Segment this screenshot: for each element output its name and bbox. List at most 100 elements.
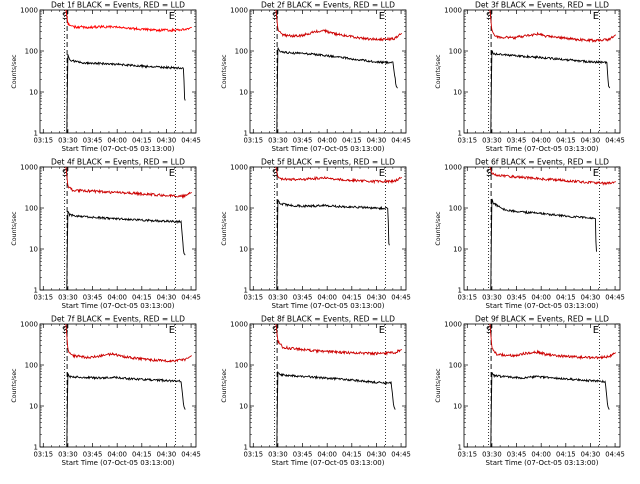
- y-axis-label: Counts/sec: [435, 54, 442, 89]
- y-tick-label: 10: [453, 89, 462, 97]
- x-tick-label: 04:15: [342, 294, 362, 302]
- lld-series-line: [275, 9, 403, 42]
- marker-label-s: S: [272, 11, 278, 22]
- events-series-line: [276, 47, 398, 134]
- x-tick-label: 03:30: [58, 137, 78, 145]
- lld-series-line: [489, 166, 616, 186]
- events-series-line: [490, 198, 597, 291]
- events-series-line: [276, 370, 396, 448]
- y-tick-label: 1000: [230, 164, 248, 172]
- x-tick-label: 04:30: [581, 451, 601, 459]
- x-tick-label: 04:15: [132, 451, 152, 459]
- x-tick-label: 03:30: [482, 451, 502, 459]
- y-tick-label: 10: [29, 403, 38, 411]
- lld-series-line: [65, 166, 192, 199]
- chart-panel: Det 6f BLACK = Events, RED = LLD 1 10 100 10…: [435, 158, 625, 311]
- y-tick-label: 100: [235, 362, 248, 370]
- x-tick-label: 04:30: [157, 451, 177, 459]
- marker-label-e: E: [379, 325, 385, 336]
- chart-panel: Det 7f BLACK = Events, RED = LLD 1 10 100 10…: [11, 315, 201, 468]
- chart-title: Det 1f BLACK = Events, RED = LLD: [51, 1, 185, 10]
- y-axis-label: Counts/sec: [11, 211, 18, 246]
- marker-label-s: S: [486, 325, 492, 336]
- x-tick-label: 03:15: [243, 451, 263, 459]
- y-axis-label: Counts/sec: [435, 368, 442, 403]
- y-tick-label: 10: [453, 403, 462, 411]
- marker-label-e: E: [169, 325, 175, 336]
- y-axis-label: Counts/sec: [221, 211, 228, 246]
- x-axis-label: Start Time (07-Oct-05 03:13:00): [272, 459, 385, 467]
- x-tick-label: 03:15: [457, 451, 477, 459]
- x-tick-label: 03:45: [507, 451, 527, 459]
- lld-series-line: [275, 166, 403, 185]
- y-tick-label: 100: [449, 362, 462, 370]
- x-tick-label: 04:45: [391, 451, 411, 459]
- y-tick-label: 100: [449, 205, 462, 213]
- plot-frame: [463, 9, 621, 134]
- x-axis-label: Start Time (07-Oct-05 03:13:00): [62, 145, 175, 153]
- y-tick-label: 10: [239, 403, 248, 411]
- x-axis-label: Start Time (07-Oct-05 03:13:00): [62, 459, 175, 467]
- events-series-line: [276, 199, 390, 291]
- x-tick-label: 03:15: [243, 137, 263, 145]
- x-tick-label: 04:30: [157, 137, 177, 145]
- y-tick-label: 1: [458, 130, 462, 138]
- x-tick-label: 04:00: [317, 451, 337, 459]
- y-tick-label: 100: [25, 205, 38, 213]
- y-tick-label: 1000: [20, 7, 38, 15]
- x-tick-label: 04:30: [157, 294, 177, 302]
- y-tick-label: 10: [29, 89, 38, 97]
- lld-series-line: [275, 323, 403, 356]
- x-tick-label: 04:30: [581, 294, 601, 302]
- chart-panel: Det 5f BLACK = Events, RED = LLD 1 10 100 10…: [221, 158, 411, 311]
- y-tick-label: 1000: [230, 321, 248, 329]
- plot-frame: [39, 9, 197, 134]
- x-tick-label: 03:45: [83, 137, 103, 145]
- marker-label-e: E: [593, 168, 599, 179]
- x-tick-label: 03:15: [33, 137, 53, 145]
- x-axis-label: Start Time (07-Oct-05 03:13:00): [486, 145, 599, 153]
- x-axis-label: Start Time (07-Oct-05 03:13:00): [486, 459, 599, 467]
- marker-label-e: E: [593, 325, 599, 336]
- y-tick-label: 100: [25, 362, 38, 370]
- y-tick-label: 1: [244, 287, 248, 295]
- marker-label-e: E: [379, 168, 385, 179]
- chart-panel: Det 8f BLACK = Events, RED = LLD 1 10 100 10…: [221, 315, 411, 468]
- x-tick-label: 04:00: [107, 294, 127, 302]
- y-tick-label: 1: [458, 444, 462, 452]
- x-tick-label: 03:30: [482, 137, 502, 145]
- x-tick-label: 04:15: [132, 294, 152, 302]
- x-tick-label: 03:30: [58, 451, 78, 459]
- events-series-line: [490, 372, 610, 448]
- y-tick-label: 1: [34, 130, 38, 138]
- y-tick-label: 100: [25, 48, 38, 56]
- x-tick-label: 04:45: [391, 137, 411, 145]
- chart-panel: Det 1f BLACK = Events, RED = LLD 1 10 100 10…: [11, 1, 201, 154]
- marker-label-e: E: [169, 11, 175, 22]
- x-axis-label: Start Time (07-Oct-05 03:13:00): [486, 302, 599, 310]
- y-axis-label: Counts/sec: [11, 54, 18, 89]
- y-axis-label: Counts/sec: [11, 368, 18, 403]
- x-tick-label: 04:45: [391, 294, 411, 302]
- y-tick-label: 10: [29, 246, 38, 254]
- chart-title: Det 4f BLACK = Events, RED = LLD: [51, 158, 185, 167]
- y-tick-label: 1000: [444, 321, 462, 329]
- x-tick-label: 04:15: [556, 451, 576, 459]
- x-tick-label: 03:30: [58, 294, 78, 302]
- x-tick-label: 04:45: [181, 451, 201, 459]
- marker-label-s: S: [272, 325, 278, 336]
- y-tick-label: 10: [239, 89, 248, 97]
- y-axis-label: Counts/sec: [221, 54, 228, 89]
- x-tick-label: 04:45: [605, 294, 625, 302]
- marker-label-e: E: [169, 168, 175, 179]
- x-tick-label: 03:45: [293, 451, 313, 459]
- marker-label-s: S: [272, 168, 278, 179]
- y-tick-label: 1: [34, 287, 38, 295]
- lld-series-line: [65, 323, 193, 363]
- x-tick-label: 03:15: [457, 137, 477, 145]
- x-tick-label: 03:45: [293, 294, 313, 302]
- x-tick-label: 04:00: [531, 294, 551, 302]
- x-tick-label: 04:45: [605, 137, 625, 145]
- y-tick-label: 1000: [20, 164, 38, 172]
- x-tick-label: 03:30: [482, 294, 502, 302]
